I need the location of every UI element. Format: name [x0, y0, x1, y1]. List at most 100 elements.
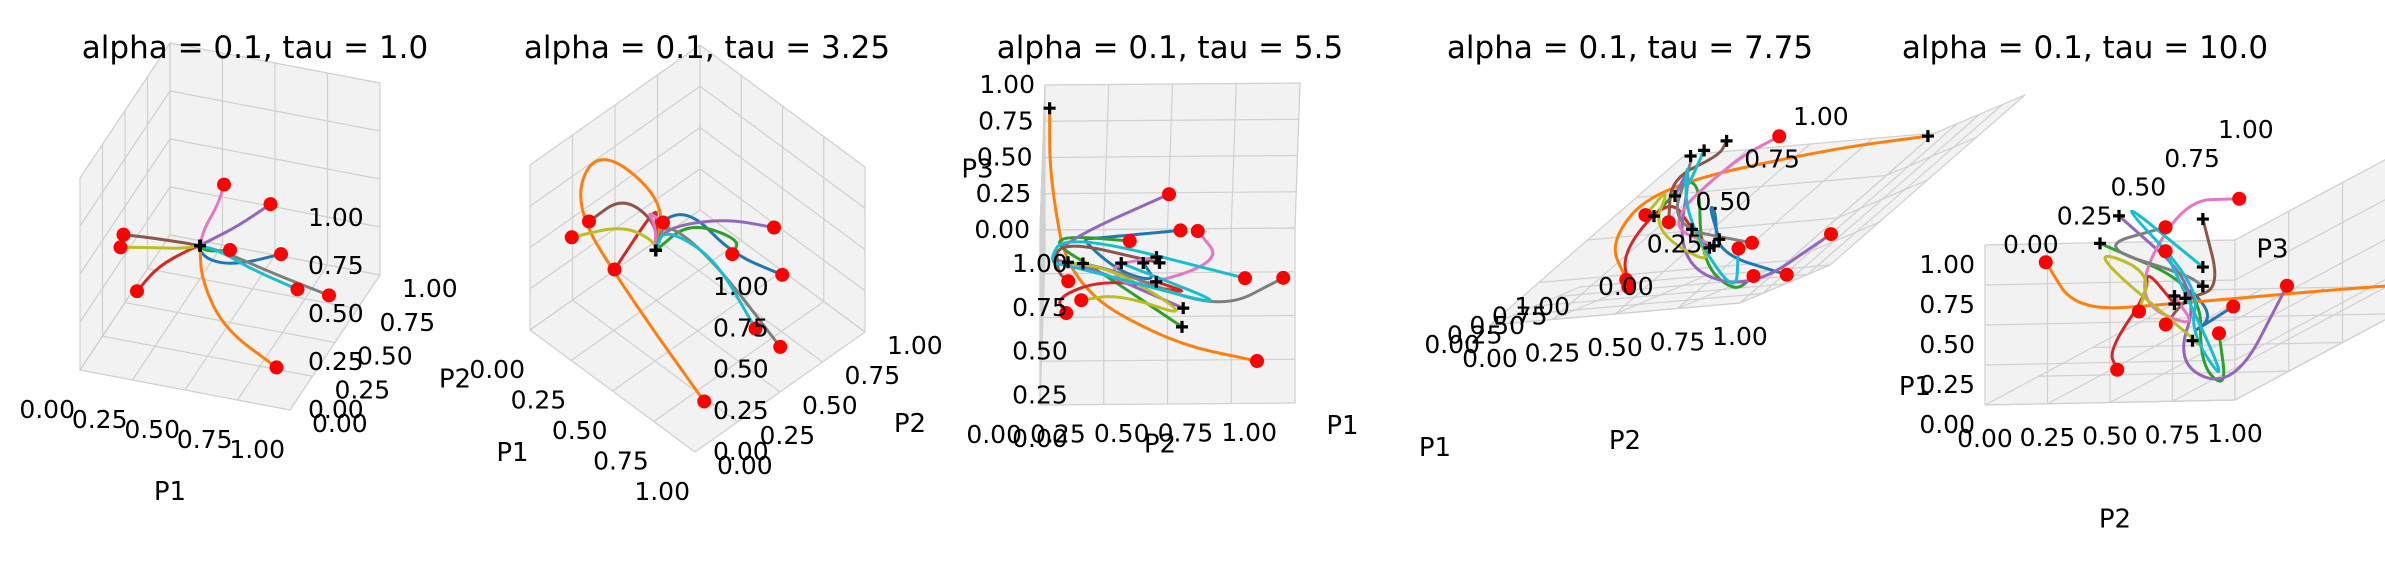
start-point-marker	[269, 360, 284, 375]
tick-label: 1.00	[1712, 322, 1768, 351]
tick-label: 0.75	[177, 425, 233, 454]
end-point-marker	[1043, 102, 1056, 115]
end-point-marker	[1684, 150, 1697, 163]
end-point-marker	[1077, 257, 1089, 270]
start-point-marker	[1824, 227, 1838, 242]
start-point-marker	[607, 262, 622, 277]
tick-label: 0.25	[1919, 370, 1975, 399]
subplot-title: alpha = 0.1, tau = 10.0	[1902, 30, 2268, 66]
end-point-marker	[1150, 251, 1163, 264]
start-point-marker	[1173, 223, 1188, 238]
trajectory-line	[2114, 225, 2205, 288]
end-point-marker	[2179, 292, 2192, 305]
tick-label: 0.50	[1919, 330, 1975, 359]
axis-label: P2	[1144, 430, 1176, 460]
start-point-marker	[767, 220, 781, 235]
end-point-marker	[2094, 237, 2106, 250]
trajectory-line	[1048, 106, 1259, 363]
end-point-marker	[2196, 261, 2209, 274]
tick-label: 0.00	[1598, 272, 1654, 301]
start-point-marker	[2280, 278, 2294, 293]
grid-line	[2234, 159, 2385, 241]
tick-label: 0.00	[1012, 424, 1068, 453]
start-point-marker	[1661, 215, 1676, 230]
start-point-marker	[1162, 187, 1176, 202]
grid-line	[2234, 319, 2385, 401]
tick-label: 0.75	[1158, 419, 1214, 448]
grid-line	[1886, 136, 1977, 177]
tick-label: 1.00	[308, 203, 364, 232]
tick-label: 0.00	[966, 420, 1022, 449]
grid-line	[699, 127, 866, 250]
tick-label: 0.50	[308, 299, 364, 328]
end-point-marker	[649, 244, 662, 257]
tick-label: 0.25	[976, 179, 1032, 208]
trajectory-line	[579, 158, 706, 403]
tick-label: 0.50	[1587, 333, 1643, 362]
end-point-marker	[1177, 302, 1190, 315]
tick-label: 1.00	[1514, 292, 1570, 321]
start-point-marker	[1238, 271, 1252, 286]
tick-label: 0.75	[1012, 293, 1068, 322]
axis-label: P1	[496, 438, 528, 468]
start-point-marker	[656, 215, 670, 230]
tick-label: 0.00	[717, 451, 773, 480]
start-point-marker	[697, 394, 712, 409]
tick-label: 0.50	[2111, 173, 2167, 202]
start-point-marker	[1746, 269, 1761, 283]
tick-label: 0.75	[593, 447, 649, 476]
tick-label: 0.50	[1012, 337, 1068, 366]
subplot-tau-1-0: 0.000.250.500.751.000.000.250.500.751.00…	[19, 30, 471, 507]
trajectory-line	[570, 227, 658, 252]
tick-label: 0.25	[308, 347, 364, 376]
tick-label: 0.25	[1012, 380, 1068, 409]
trajectory-line	[2183, 289, 2235, 332]
end-point-marker	[194, 239, 206, 252]
tick-label: 1.00	[1221, 418, 1277, 447]
start-point-marker	[564, 230, 579, 245]
tick-label: 1.00	[1012, 249, 1068, 278]
end-point-marker	[1176, 320, 1188, 333]
start-point-marker	[1779, 267, 1794, 282]
start-point-marker	[725, 247, 740, 262]
grid-line	[79, 138, 171, 275]
trajectory-line	[122, 233, 202, 248]
start-point-marker	[130, 284, 144, 299]
tick-label: 0.25	[335, 375, 391, 404]
axis-label: P3	[961, 155, 993, 185]
subplot-title: alpha = 0.1, tau = 7.75	[1447, 30, 1813, 66]
subplot-title: alpha = 0.1, tau = 3.25	[524, 30, 890, 66]
start-point-marker	[773, 339, 788, 354]
tick-label: 0.25	[1030, 420, 1086, 449]
tick-label: 0.50	[357, 342, 413, 371]
start-point-marker	[274, 247, 288, 262]
start-point-marker	[775, 267, 790, 282]
grid-line	[79, 90, 171, 227]
trajectory-line	[1066, 260, 1178, 313]
subplot-title: alpha = 0.1, tau = 5.5	[997, 30, 1343, 66]
tick-label: 0.25	[713, 396, 769, 425]
grid-line	[1984, 239, 2236, 246]
grid-line	[1829, 94, 2026, 266]
grid-line	[2092, 341, 2343, 349]
trajectory-line	[135, 244, 202, 293]
tick-label: 0.75	[308, 251, 364, 280]
tick-label: 0.50	[1469, 311, 1525, 340]
grid-line	[1934, 94, 2026, 134]
end-point-marker	[2196, 280, 2209, 293]
tick-label: 0.50	[2082, 422, 2138, 451]
start-point-marker	[1745, 235, 1759, 250]
start-point-marker	[582, 214, 596, 229]
grid-line	[1039, 271, 1296, 275]
tick-label: 0.75	[2164, 144, 2220, 173]
grid-line	[1230, 83, 1237, 229]
start-point-marker	[113, 240, 128, 255]
start-point-marker	[290, 282, 305, 297]
start-point-marker	[263, 197, 278, 212]
tick-label: 1.00	[887, 331, 943, 360]
tick-label: 0.75	[845, 361, 901, 390]
start-point-marker	[2226, 299, 2241, 314]
grid-line	[699, 44, 866, 168]
start-point-marker	[1621, 279, 1636, 294]
